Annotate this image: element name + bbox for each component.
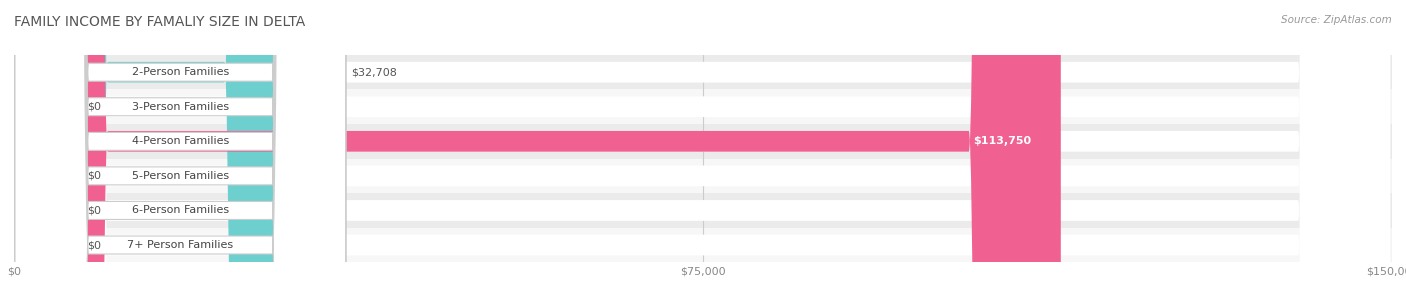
Bar	[14, 89, 1392, 124]
FancyBboxPatch shape	[15, 0, 48, 305]
Text: 3-Person Families: 3-Person Families	[132, 102, 229, 112]
FancyBboxPatch shape	[15, 0, 346, 305]
Text: 4-Person Families: 4-Person Families	[132, 136, 229, 146]
Text: $0: $0	[87, 102, 101, 112]
FancyBboxPatch shape	[15, 0, 48, 305]
Text: $32,708: $32,708	[352, 67, 396, 77]
FancyBboxPatch shape	[15, 0, 316, 305]
Bar	[14, 228, 1392, 262]
FancyBboxPatch shape	[15, 0, 1391, 305]
Text: $0: $0	[87, 171, 101, 181]
Text: 6-Person Families: 6-Person Families	[132, 206, 229, 215]
Text: 5-Person Families: 5-Person Families	[132, 171, 229, 181]
FancyBboxPatch shape	[15, 0, 346, 305]
Text: Source: ZipAtlas.com: Source: ZipAtlas.com	[1281, 15, 1392, 25]
Bar	[14, 55, 1392, 89]
FancyBboxPatch shape	[15, 0, 48, 305]
FancyBboxPatch shape	[15, 0, 346, 305]
FancyBboxPatch shape	[15, 0, 1391, 305]
Text: 2-Person Families: 2-Person Families	[132, 67, 229, 77]
FancyBboxPatch shape	[15, 0, 346, 305]
Text: FAMILY INCOME BY FAMALIY SIZE IN DELTA: FAMILY INCOME BY FAMALIY SIZE IN DELTA	[14, 15, 305, 29]
FancyBboxPatch shape	[15, 0, 48, 305]
FancyBboxPatch shape	[15, 0, 1391, 305]
FancyBboxPatch shape	[15, 0, 1060, 305]
Bar	[14, 159, 1392, 193]
FancyBboxPatch shape	[15, 0, 1391, 305]
FancyBboxPatch shape	[15, 0, 1391, 305]
Text: $0: $0	[87, 206, 101, 215]
Text: $113,750: $113,750	[973, 136, 1032, 146]
Bar	[14, 193, 1392, 228]
Bar	[14, 124, 1392, 159]
Text: 7+ Person Families: 7+ Person Families	[128, 240, 233, 250]
FancyBboxPatch shape	[15, 0, 346, 305]
Text: $0: $0	[87, 240, 101, 250]
FancyBboxPatch shape	[15, 0, 346, 305]
FancyBboxPatch shape	[15, 0, 1391, 305]
